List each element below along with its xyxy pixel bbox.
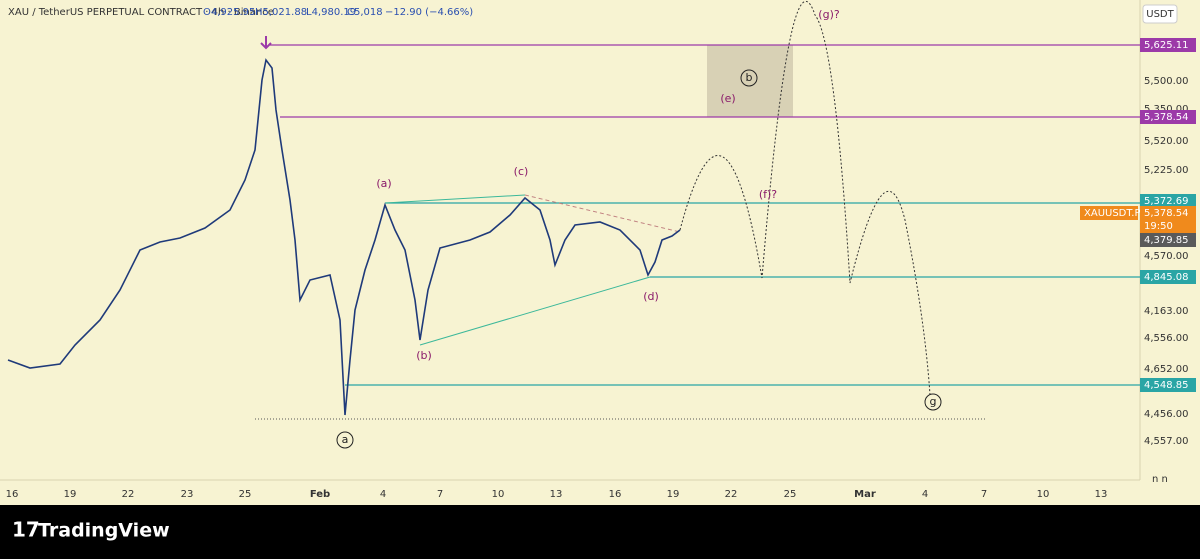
price-label: 4,379.85 [1144, 235, 1189, 246]
triangle-line [524, 194, 681, 233]
triangle-line [384, 194, 526, 204]
date-label: 19 [64, 489, 77, 500]
header-close: C5,018 [347, 7, 383, 18]
header-low: L4,980.19 [306, 7, 356, 18]
price-badge [1140, 378, 1196, 392]
price-label: 5,372.69 [1144, 196, 1189, 207]
wave-label: g [930, 395, 937, 408]
target-box [707, 45, 793, 117]
price-label: 5,378.54 [1144, 112, 1189, 123]
footer-bar [0, 505, 1200, 555]
date-label: 7 [437, 489, 443, 500]
date-label: 19 [667, 489, 680, 500]
wave-circle [336, 431, 354, 449]
price-badge [1140, 110, 1196, 124]
price-label: 4,557.00 [1144, 436, 1189, 447]
date-label: 16 [609, 489, 622, 500]
date-label: 10 [492, 489, 505, 500]
price-label: 4,163.00 [1144, 306, 1189, 317]
date-label: 16 [6, 489, 19, 500]
date-label: Mar [854, 489, 876, 500]
date-label: 23 [181, 489, 194, 500]
date-label: 10 [1037, 489, 1050, 500]
price-label: 4,456.00 [1144, 409, 1189, 420]
wave-circle [740, 69, 758, 87]
date-label: 4 [922, 489, 928, 500]
date-label: 13 [1095, 489, 1108, 500]
header-open: O4,925.95 [203, 7, 255, 18]
wave-label: (c) [514, 165, 529, 178]
currency-box[interactable] [1142, 4, 1178, 24]
price-line [7, 58, 681, 416]
price-label: 4,556.00 [1144, 333, 1189, 344]
wave-label: (b) [416, 349, 432, 362]
price-label: 5,625.11 [1144, 40, 1189, 51]
date-label: 7 [981, 489, 987, 500]
price-label: 5,500.00 [1144, 76, 1189, 87]
date-label: Feb [310, 489, 330, 500]
date-label: 25 [239, 489, 252, 500]
projection-path [679, 1, 931, 396]
price-badge [1080, 206, 1138, 220]
price-label: 5,350.00 [1144, 104, 1189, 115]
price-badge [1140, 270, 1196, 284]
tv-logo: 17 [12, 518, 40, 542]
date-label: 4 [380, 489, 386, 500]
price-badge [1140, 194, 1196, 208]
price-badge [1140, 38, 1196, 52]
date-label: 25 [784, 489, 797, 500]
price-label: 4,570.00 [1144, 251, 1189, 262]
wave-label: (d) [643, 290, 659, 303]
corner-label: n n [1152, 474, 1168, 485]
price-label: 5,520.00 [1144, 136, 1189, 147]
price-label: 4,652.00 [1144, 364, 1189, 375]
price-label: 5,225.00 [1144, 165, 1189, 176]
price-badge [1140, 233, 1196, 247]
price-label: XAUUSDT.P [1084, 208, 1141, 219]
header-symbol: XAU / TetherUS PERPETUAL CONTRACT · 4h ·… [8, 7, 274, 18]
wave-label: a [342, 433, 349, 446]
price-badge [1140, 219, 1196, 233]
currency: USDT [1146, 9, 1174, 20]
price-badge [1140, 206, 1196, 220]
wave-label: (g)? [818, 8, 840, 21]
peak-arrow [260, 36, 272, 50]
footer-brand: TradingView [38, 520, 170, 542]
triangle-line [419, 276, 651, 346]
price-label: 4,845.08 [1144, 272, 1189, 283]
wave-circle [924, 393, 942, 411]
price-label: 4,548.85 [1144, 380, 1189, 391]
date-label: 13 [550, 489, 563, 500]
header-high: H5,021.88 [255, 7, 307, 18]
wave-label: (f)? [759, 188, 777, 201]
date-label: 22 [122, 489, 135, 500]
price-label: 5,378.54 [1144, 208, 1189, 219]
header-change: −12.90 (−4.66%) [385, 7, 473, 18]
chart-background [0, 0, 1200, 505]
wave-label: b [746, 71, 753, 84]
wave-label: (e) [720, 92, 735, 105]
date-label: 22 [725, 489, 738, 500]
price-label: 19:50 [1144, 221, 1173, 232]
wave-label: (a) [376, 177, 391, 190]
